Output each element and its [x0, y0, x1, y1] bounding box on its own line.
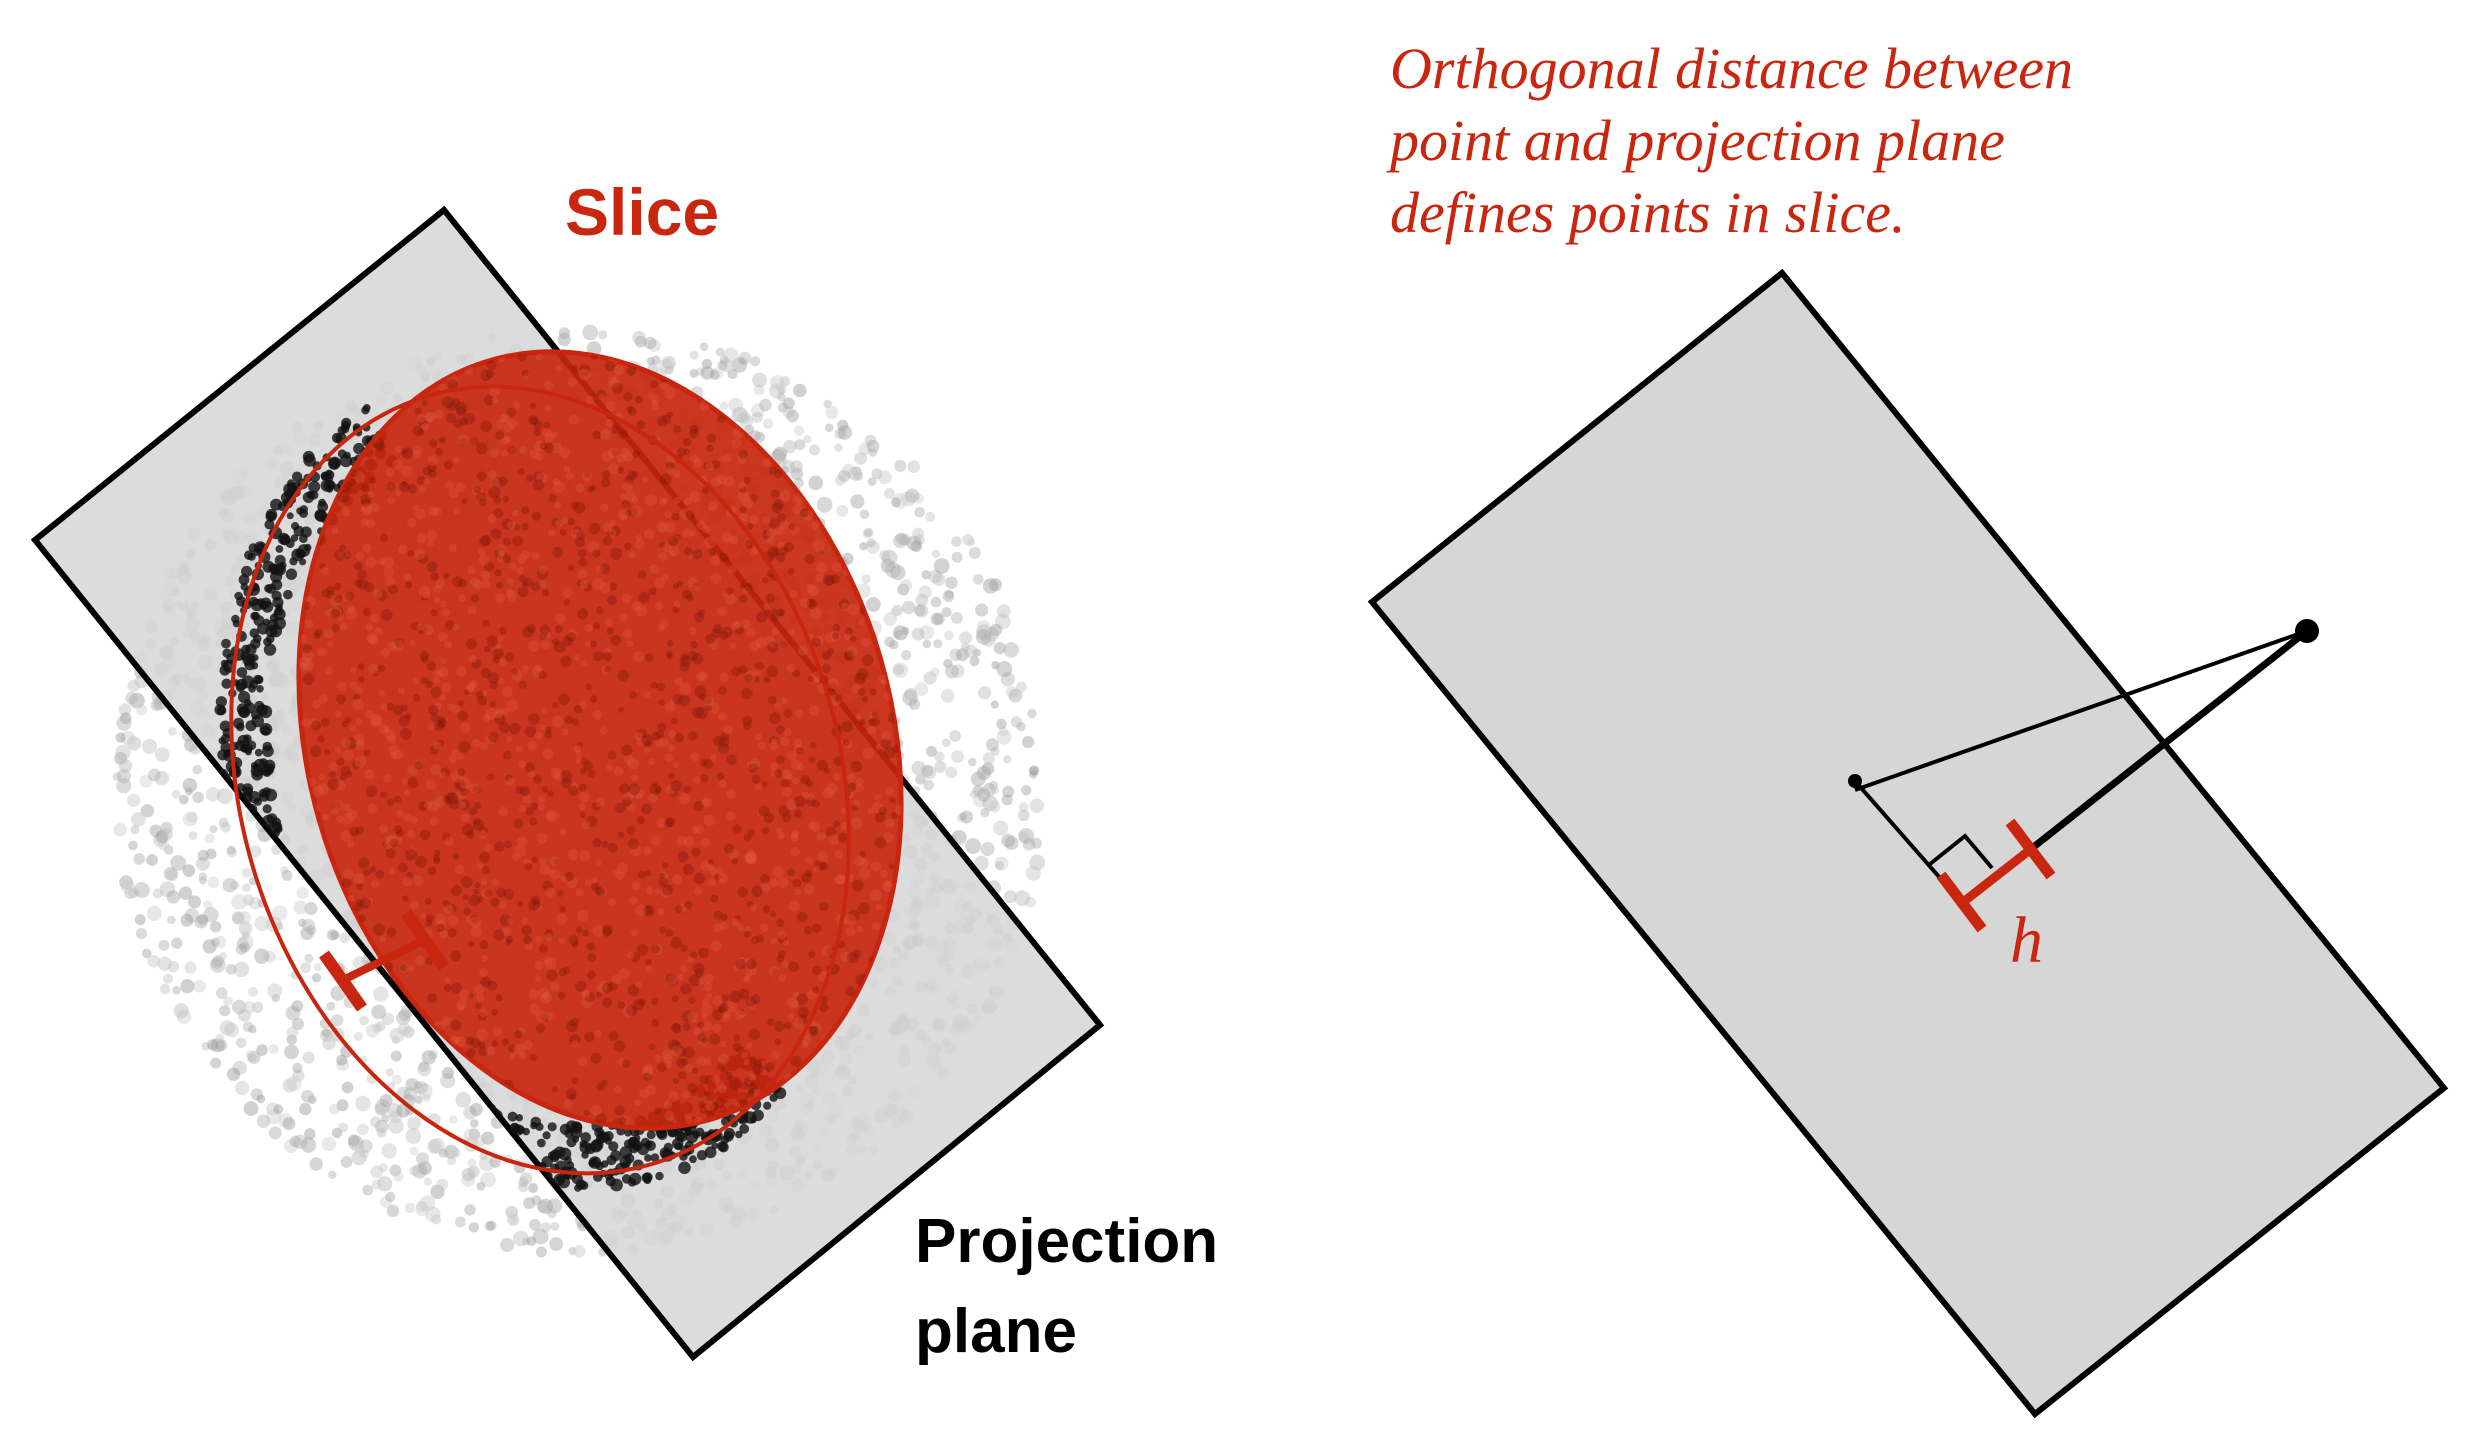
distance-marker [1936, 818, 2056, 933]
slice-points [298, 352, 906, 1128]
right-angle-marker [1928, 833, 1994, 870]
slice-ellipse-filled [296, 349, 904, 1131]
left-panel: Slice Projection plane [30, 175, 1218, 1366]
slice-ellipse-outline [229, 384, 851, 1176]
projection-plane-label-line1: Projection [915, 1207, 1218, 1276]
caption-line-3: defines points in slice. [1390, 180, 1906, 245]
caption-line-1: Orthogonal distance between [1390, 36, 2073, 101]
distance-label-h: h [2010, 904, 2043, 977]
orthogonal-line [2028, 628, 2310, 852]
right-panel: Orthogonal distance between point and pr… [1367, 36, 2449, 1419]
slice-label: Slice [565, 175, 719, 249]
projected-point-marker [1848, 774, 1862, 788]
projection-plane-label-line2: plane [915, 1297, 1077, 1366]
point-marker [2295, 619, 2319, 643]
line-to-point [1854, 629, 2308, 792]
caption-line-2: point and projection plane [1386, 108, 2005, 173]
slice-thickness-marker [319, 909, 449, 1012]
